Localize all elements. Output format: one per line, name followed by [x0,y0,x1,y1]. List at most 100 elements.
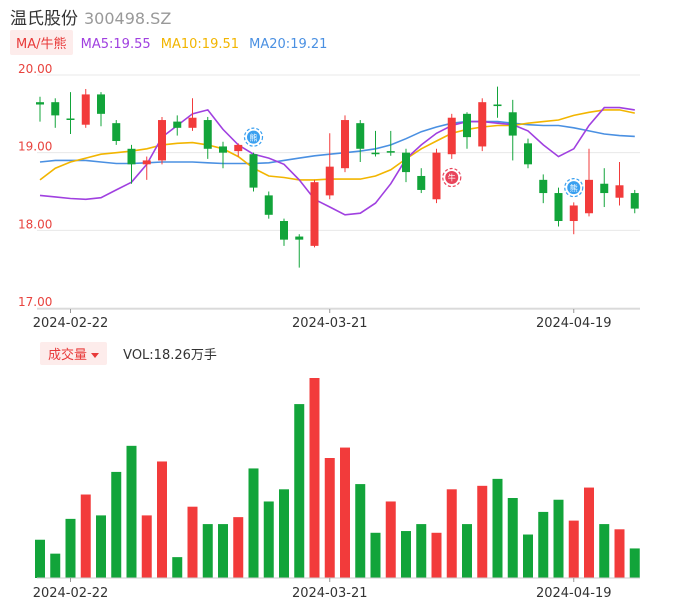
candle-body [234,144,243,152]
candle-body [417,175,426,190]
candle-body [310,182,319,246]
ma20-label: MA20:19.21 [249,37,328,52]
candle-body [554,193,563,222]
volume-bar [568,520,579,578]
candle-body [66,118,75,120]
volume-bar [523,534,533,578]
price-tick-label: 18.00 [18,217,52,231]
candle-body [508,112,517,136]
volume-bar [355,484,366,578]
candle-body [524,143,532,165]
stock-title: 温氏股份 300498.SZ [10,4,171,29]
candle-body [386,151,395,153]
volume-bar [96,515,106,578]
candle-body [127,148,136,165]
candle-body [478,102,487,147]
candle-body [447,117,456,155]
candle-body [158,120,166,161]
candle-body [356,123,365,149]
candle-body [569,205,578,222]
volume-bar [233,517,244,578]
volume-bar [187,506,198,578]
date-tick-label: 2024-03-21 [292,316,368,331]
candle-body [142,160,151,165]
volume-bar [599,524,610,578]
date-tick-label: 2024-02-22 [33,316,109,331]
volume-bar [202,524,213,578]
volume-bar [477,485,488,578]
candle-body [341,120,349,169]
price-tick-label: 20.00 [18,62,52,76]
ma20-line [39,120,635,165]
signal-marker [445,171,459,185]
candle-body [615,185,624,198]
volume-bar [50,553,61,578]
candle-body [188,117,197,128]
date-tick-label: 2024-04-19 [536,316,612,331]
volume-bar [263,501,274,578]
volume-bar [629,548,640,578]
volume-bar [324,458,335,578]
candle-body [97,94,105,114]
volume-bar [553,499,564,578]
volume-bar [614,529,625,578]
candle-body [280,221,288,240]
price-tick-label: 17.00 [18,295,52,309]
candle-body [325,166,334,196]
volume-legend: 成交量 VOL:18.26万手 [40,342,217,365]
volume-bar [370,532,381,578]
volume-bar [65,518,76,578]
caret-down-icon [91,353,100,358]
volume-bar [538,511,549,578]
candle-body [432,152,441,200]
signal-marker [567,181,581,195]
candle-body [600,183,609,194]
volume-bar [446,489,457,578]
candle-body [539,179,548,194]
volume-bar [416,524,427,578]
candle-body [249,154,258,188]
volume-bar [126,445,137,578]
candle-body [173,121,182,128]
candle-body [112,123,121,142]
ma10-label: MA10:19.51 [160,37,240,52]
volume-bar [584,487,594,578]
candle-body [585,179,593,214]
volume-bar [431,532,442,578]
ma-bull-bear-button[interactable]: MA/牛熊 [10,30,73,55]
volume-value: VOL:18.26万手 [123,348,217,363]
date-tick-label: 2024-04-19 [536,586,612,601]
candle-body [402,152,410,173]
volume-bar [157,461,167,578]
candle-body [264,195,273,215]
stock-code: 300498.SZ [84,9,172,28]
volume-bar [294,404,305,578]
signal-marker [247,130,260,144]
date-tick-label: 2024-03-21 [292,586,368,601]
volume-indicator-button[interactable]: 成交量 [40,342,108,365]
candle-body [630,193,639,209]
candle-body [463,113,471,138]
volume-bar [340,447,350,578]
date-tick-label: 2024-02-22 [33,586,109,601]
volume-bar [218,524,228,578]
volume-bar [248,468,259,578]
candle-body [203,120,212,149]
price-tick-label: 19.00 [18,140,52,154]
volume-bar [462,524,472,578]
ma10-line [39,109,635,181]
volume-bar [111,471,122,578]
volume-bar [279,489,289,578]
volume-bar [80,494,91,578]
volume-bar [492,478,503,578]
volume-bar [309,378,320,578]
volume-bar [401,531,411,578]
stock-name: 温氏股份 [10,9,78,29]
candle-body [493,104,502,107]
volume-bar [385,501,396,578]
candle-body [295,236,304,240]
candle-body [36,102,44,105]
candle-body [371,152,380,155]
ma5-label: MA5:19.55 [80,37,151,52]
